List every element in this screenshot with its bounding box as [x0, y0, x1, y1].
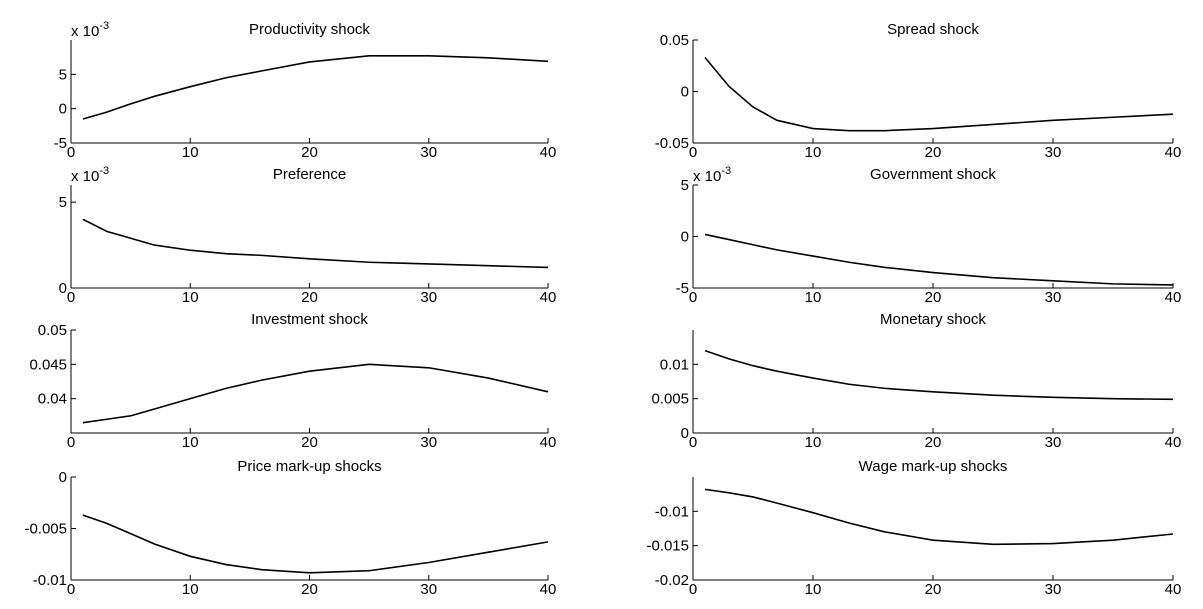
y-tick-label: -0.02: [655, 572, 689, 589]
y-tick-label: -5: [676, 280, 689, 297]
x-tick-label: 10: [182, 144, 199, 161]
x-tick-label: 0: [689, 581, 697, 598]
x-tick-label: 40: [1165, 434, 1182, 451]
y-multiplier: x 10-3: [71, 20, 109, 40]
y-tick-label: 0: [681, 84, 689, 101]
series-line: [82, 514, 549, 574]
y-multiplier: x 10-3: [71, 165, 109, 185]
x-tick-label: 30: [1045, 434, 1062, 451]
series-line: [704, 349, 1174, 401]
y-tick-label: 0.045: [29, 356, 67, 373]
x-tick-label: 20: [925, 581, 942, 598]
chart-title: Government shock: [870, 166, 996, 183]
x-tick-label: 0: [67, 289, 75, 306]
x-tick-label: 0: [689, 289, 697, 306]
chart-title: Preference: [273, 166, 346, 183]
y-tick-label: 0: [59, 101, 67, 118]
x-tick-label: 40: [1165, 144, 1182, 161]
y-tick-label: -0.01: [33, 572, 67, 589]
x-tick-label: 20: [925, 434, 942, 451]
y-multiplier-base: x 10: [693, 168, 721, 185]
x-tick-label: 10: [805, 144, 822, 161]
x-tick-label: 30: [420, 434, 437, 451]
y-multiplier-base: x 10: [71, 168, 99, 185]
x-tick-label: 20: [301, 289, 318, 306]
y-multiplier: x 10-3: [693, 165, 731, 185]
x-tick-label: 20: [925, 144, 942, 161]
series-line: [82, 363, 549, 424]
y-tick-label: -0.05: [655, 135, 689, 152]
x-tick-label: 10: [182, 434, 199, 451]
chart-title: Price mark-up shocks: [237, 458, 381, 475]
x-tick-label: 10: [805, 434, 822, 451]
y-tick-label: -5: [54, 135, 67, 152]
x-tick-label: 30: [1045, 289, 1062, 306]
x-tick-label: 20: [301, 144, 318, 161]
x-tick-label: 30: [420, 581, 437, 598]
x-tick-label: 10: [182, 581, 199, 598]
x-tick-label: 0: [67, 144, 75, 161]
chart-title: Spread shock: [887, 21, 979, 38]
series-line: [82, 54, 549, 120]
x-tick-label: 40: [540, 289, 557, 306]
x-tick-label: 30: [420, 144, 437, 161]
x-tick-label: 0: [67, 434, 75, 451]
y-tick-label: 0: [59, 469, 67, 486]
y-multiplier-exponent: -3: [99, 20, 109, 32]
series-line: [704, 488, 1174, 546]
x-tick-label: 20: [301, 581, 318, 598]
y-multiplier-base: x 10: [71, 23, 99, 40]
y-multiplier-exponent: -3: [721, 165, 731, 177]
series-line: [704, 233, 1174, 286]
x-tick-label: 30: [1045, 144, 1062, 161]
x-tick-label: 40: [540, 144, 557, 161]
y-tick-label: 5: [681, 177, 689, 194]
chart-title: Investment shock: [251, 311, 368, 328]
y-tick-label: 0.05: [38, 322, 67, 339]
y-tick-label: 5: [59, 194, 67, 211]
series-line: [82, 218, 549, 269]
y-tick-label: 0.04: [38, 391, 67, 408]
y-tick-label: 5: [59, 66, 67, 83]
x-tick-label: 0: [689, 144, 697, 161]
y-tick-label: 0.005: [651, 391, 689, 408]
chart-title: Wage mark-up shocks: [859, 458, 1008, 475]
x-tick-label: 0: [689, 434, 697, 451]
x-tick-label: 40: [540, 581, 557, 598]
x-tick-label: 40: [540, 434, 557, 451]
x-tick-label: 0: [67, 581, 75, 598]
chart-title: Monetary shock: [880, 311, 986, 328]
x-tick-label: 30: [1045, 581, 1062, 598]
y-tick-label: 0: [681, 425, 689, 442]
x-tick-label: 20: [301, 434, 318, 451]
y-multiplier-exponent: -3: [99, 165, 109, 177]
x-tick-label: 30: [420, 289, 437, 306]
chart-title: Productivity shock: [249, 21, 370, 38]
y-tick-label: 0.05: [660, 32, 689, 49]
x-tick-label: 40: [1165, 581, 1182, 598]
x-tick-label: 10: [805, 289, 822, 306]
x-tick-label: 10: [805, 581, 822, 598]
x-tick-label: 20: [925, 289, 942, 306]
y-tick-label: -0.005: [24, 521, 67, 538]
y-tick-label: -0.01: [655, 503, 689, 520]
y-tick-label: 0: [59, 280, 67, 297]
y-tick-label: 0: [681, 229, 689, 246]
x-tick-label: 40: [1165, 289, 1182, 306]
y-tick-label: -0.015: [646, 538, 689, 555]
series-line: [704, 56, 1174, 132]
y-tick-label: 0.01: [660, 356, 689, 373]
x-tick-label: 10: [182, 289, 199, 306]
